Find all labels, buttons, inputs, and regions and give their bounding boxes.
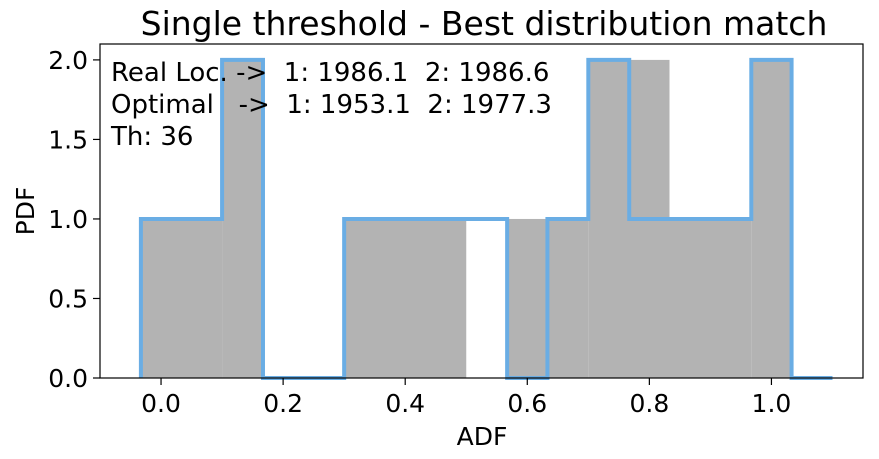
chart-title: Single threshold - Best distribution mat… <box>141 4 828 43</box>
annotation-block: Real Loc. -> 1: 1986.1 2: 1986.6Optimal … <box>110 58 552 152</box>
annotation-line-0: Real Loc. -> 1: 1986.1 2: 1986.6 <box>111 58 549 88</box>
hist-bar-5 <box>669 218 752 378</box>
hist-bar-6 <box>751 59 792 379</box>
plot-area <box>138 57 833 380</box>
y-axis: 0.0 0.5 1.0 1.5 2.0 <box>48 46 100 393</box>
x-tick-label: 0.6 <box>507 389 547 418</box>
x-tick-label: 0.8 <box>629 389 669 418</box>
y-tick-label: 1.0 <box>48 205 88 234</box>
y-tick-label: 0.0 <box>48 364 88 393</box>
x-tick-label: 1.0 <box>752 389 792 418</box>
annotation-line-1: Optimal -> 1: 1953.1 2: 1977.3 <box>111 90 552 120</box>
x-axis-label: ADF <box>457 422 508 451</box>
plot-frame <box>99 43 864 379</box>
x-tick-label: 0.4 <box>385 389 425 418</box>
hist-bar-0 <box>140 218 223 378</box>
x-tick-label: 0.0 <box>141 389 181 418</box>
y-tick-label: 2.0 <box>48 46 88 75</box>
y-axis-label: PDF <box>11 187 40 236</box>
hist-bar-2 <box>344 218 467 378</box>
x-axis: 0.0 0.2 0.4 0.6 0.8 1.0 <box>141 378 791 418</box>
y-tick-label: 1.5 <box>48 125 88 154</box>
y-tick-label: 0.5 <box>48 284 88 313</box>
annotation-line-2: Th: 36 <box>110 122 193 152</box>
x-tick-label: 0.2 <box>263 389 303 418</box>
hist-bar-1 <box>222 59 263 379</box>
